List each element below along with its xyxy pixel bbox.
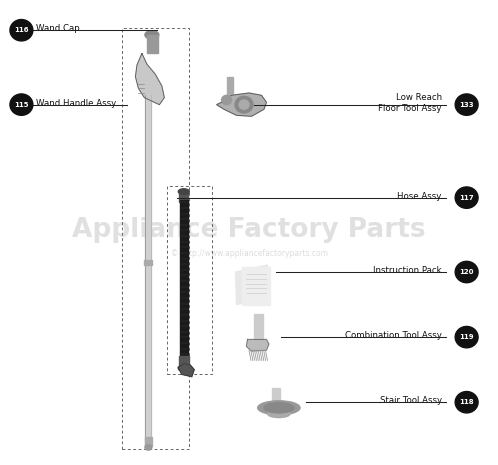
Text: Stair Tool Assy: Stair Tool Assy xyxy=(379,396,442,405)
Text: Hose Assy: Hose Assy xyxy=(397,192,442,201)
Bar xyxy=(180,200,188,358)
Ellipse shape xyxy=(145,445,152,450)
Text: 117: 117 xyxy=(459,195,474,200)
Text: 120: 120 xyxy=(459,269,474,275)
Text: Appliance Factory Parts: Appliance Factory Parts xyxy=(72,217,426,243)
Text: 119: 119 xyxy=(459,334,474,340)
Ellipse shape xyxy=(258,401,300,415)
Bar xyxy=(254,314,263,339)
Circle shape xyxy=(455,392,478,413)
Polygon shape xyxy=(135,53,164,105)
Circle shape xyxy=(235,96,253,113)
Ellipse shape xyxy=(178,189,189,194)
Polygon shape xyxy=(236,265,269,305)
Bar xyxy=(272,388,280,405)
Ellipse shape xyxy=(268,410,290,418)
Text: Wand Cap: Wand Cap xyxy=(36,24,80,33)
Bar xyxy=(122,28,189,449)
Circle shape xyxy=(455,94,478,115)
Bar xyxy=(179,356,189,367)
Bar xyxy=(147,35,158,53)
Ellipse shape xyxy=(264,403,294,413)
Bar xyxy=(179,192,188,202)
Bar xyxy=(227,77,233,98)
Text: 116: 116 xyxy=(14,27,29,33)
Text: Combination Tool Assy: Combination Tool Assy xyxy=(345,331,442,340)
Circle shape xyxy=(455,187,478,208)
Circle shape xyxy=(239,100,249,109)
Circle shape xyxy=(10,20,33,41)
Bar xyxy=(145,437,152,446)
Text: 133: 133 xyxy=(459,102,474,107)
Polygon shape xyxy=(242,267,270,305)
Text: 115: 115 xyxy=(14,102,29,107)
Bar xyxy=(144,260,152,265)
Text: Wand Handle Assy: Wand Handle Assy xyxy=(36,99,117,108)
Text: Low Reach
Floor Tool Assy: Low Reach Floor Tool Assy xyxy=(378,93,442,113)
Text: Instruction Pack: Instruction Pack xyxy=(373,266,442,275)
Circle shape xyxy=(455,261,478,283)
Polygon shape xyxy=(217,93,266,116)
Text: © http://www.appliancefactoryparts.com: © http://www.appliancefactoryparts.com xyxy=(170,249,328,258)
Text: 118: 118 xyxy=(459,399,474,405)
Ellipse shape xyxy=(178,365,190,372)
Circle shape xyxy=(10,94,33,115)
Circle shape xyxy=(222,95,232,105)
Bar xyxy=(167,186,212,374)
Polygon shape xyxy=(247,339,269,351)
Ellipse shape xyxy=(145,31,159,39)
Circle shape xyxy=(455,326,478,348)
Polygon shape xyxy=(178,364,194,377)
Bar xyxy=(145,95,151,446)
